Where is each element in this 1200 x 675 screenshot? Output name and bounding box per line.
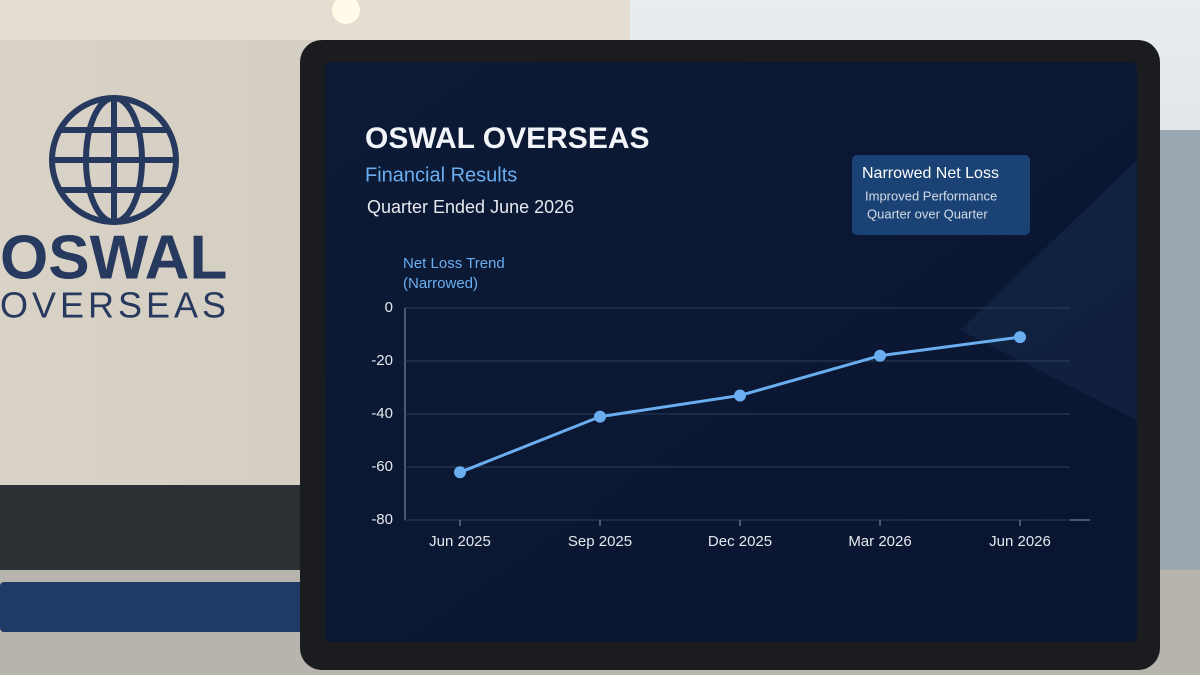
- data-point: [594, 410, 606, 423]
- y-tick-label: -40: [371, 405, 393, 422]
- y-axis-label: (Narrowed): [403, 275, 478, 292]
- y-tick-label: -60: [371, 458, 393, 475]
- annotation-text: Improved Performance: [865, 188, 997, 203]
- annotation-box: [852, 155, 1030, 235]
- cabinet: [0, 485, 330, 575]
- x-tick-label: Sep 2025: [568, 533, 632, 550]
- x-tick-label: Jun 2026: [989, 533, 1051, 550]
- y-tick-label: -20: [371, 352, 393, 369]
- data-point: [734, 389, 746, 402]
- x-tick-label: Dec 2025: [708, 533, 772, 550]
- annotation-title: Narrowed Net Loss: [862, 165, 999, 182]
- chart-subtitle: Financial Results: [365, 164, 517, 186]
- ceiling: [0, 0, 630, 40]
- wall-logo: [49, 95, 179, 225]
- ceiling-light: [332, 0, 360, 24]
- annotation-text: Quarter over Quarter: [867, 206, 988, 221]
- chart: -80 -60 -40 -20 0 Jun 2025 Sep 2025 Dec 2025 Mar…: [371, 299, 1090, 550]
- y-axis-label: Net Loss Trend: [403, 255, 505, 272]
- x-tick-label: Mar 2026: [848, 533, 911, 550]
- chart-title: OSWAL OVERSEAS: [365, 122, 650, 155]
- screen-decor: [960, 160, 1137, 420]
- data-point: [454, 466, 466, 479]
- wall-logo-text: OSWAL: [0, 223, 227, 292]
- folder: [0, 582, 330, 632]
- wall-logo-text: OVERSEAS: [0, 285, 230, 326]
- data-point: [1014, 331, 1026, 344]
- data-point: [874, 349, 886, 362]
- y-tick-label: -80: [371, 511, 393, 528]
- y-tick-label: 0: [385, 299, 393, 316]
- x-tick-label: Jun 2025: [429, 533, 491, 550]
- chart-period: Quarter Ended June 2026: [367, 197, 574, 217]
